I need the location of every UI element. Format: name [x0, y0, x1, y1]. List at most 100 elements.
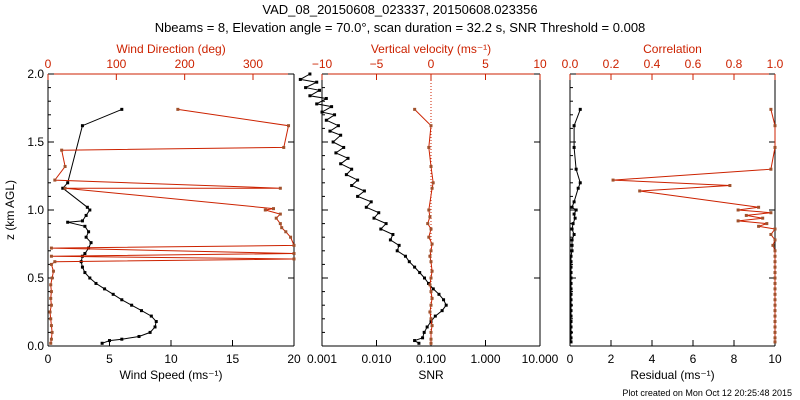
data-point — [53, 178, 57, 182]
data-point — [320, 110, 324, 114]
data-point — [429, 303, 433, 307]
x-tick-label: 0 — [567, 352, 574, 366]
data-point — [425, 325, 429, 329]
y-axis-label: z (km AGL) — [3, 180, 17, 240]
x-tick-label: 0.010 — [361, 352, 391, 366]
data-point — [761, 216, 765, 220]
x-axis-label: Wind Speed (ms⁻¹) — [119, 368, 222, 382]
data-point — [50, 276, 54, 280]
x-axis-label: SNR — [418, 368, 444, 382]
data-point — [430, 269, 434, 273]
data-point — [773, 298, 777, 302]
series-top — [611, 107, 777, 344]
plot-credit: Plot created on Mon Oct 12 20:25:48 2015 — [622, 388, 792, 398]
top-x-axis-label: Correlation — [643, 42, 702, 56]
data-point — [350, 184, 354, 188]
panel-2: 0.001 0.010 0.100 1.000 10.000 SNR −10 −5 0 5 10 Ve… — [298, 42, 559, 382]
data-point — [149, 314, 153, 318]
data-point — [108, 339, 111, 343]
x-tick-label: 8 — [731, 352, 738, 366]
top-x-tick-label: 10 — [533, 57, 547, 71]
data-point — [572, 200, 576, 204]
x-tick-label: 10 — [768, 352, 782, 366]
series-line — [62, 108, 157, 344]
series-line — [414, 109, 434, 344]
data-point — [94, 281, 98, 285]
data-point — [176, 107, 180, 111]
x-tick-label: 5 — [106, 352, 113, 366]
panel-3: 0 2 4 6 8 10 Residual (ms⁻¹) 0.0 0.2 0.4 0.6 0.8 1.0… — [562, 42, 784, 382]
data-point — [569, 260, 573, 264]
data-point — [130, 303, 134, 307]
data-point — [773, 336, 777, 340]
data-point — [429, 227, 433, 231]
data-point — [60, 148, 64, 152]
top-x-tick-label: 0 — [45, 57, 52, 71]
data-point — [48, 310, 52, 314]
data-point — [574, 208, 578, 212]
data-point — [573, 216, 577, 220]
data-point — [569, 336, 573, 340]
data-point — [49, 303, 53, 307]
data-point — [430, 242, 434, 246]
data-point — [430, 296, 434, 300]
data-point — [49, 296, 53, 300]
data-point — [364, 205, 368, 209]
data-point — [63, 164, 67, 168]
x-tick-label: 2 — [608, 352, 615, 366]
data-point — [324, 96, 328, 100]
data-point — [83, 271, 87, 275]
data-point — [278, 186, 282, 190]
data-point — [66, 181, 70, 185]
data-point — [154, 320, 158, 324]
data-point — [773, 227, 777, 231]
data-point — [384, 222, 388, 226]
data-point — [148, 330, 152, 334]
data-point — [391, 232, 395, 236]
data-point — [330, 105, 334, 109]
data-point — [272, 207, 275, 211]
data-point — [430, 324, 434, 328]
data-point — [773, 265, 777, 269]
top-x-tick-label: 100 — [106, 57, 126, 71]
top-x-tick-label: 1.0 — [767, 57, 784, 71]
y-tick-label: 1.5 — [27, 135, 44, 149]
data-point — [429, 164, 433, 168]
data-point — [308, 94, 312, 98]
data-point — [80, 124, 84, 128]
data-point — [429, 341, 433, 345]
top-x-tick-label: 0 — [428, 57, 435, 71]
data-point — [773, 260, 777, 264]
data-point — [388, 238, 392, 242]
data-point — [395, 249, 399, 253]
data-point — [569, 303, 573, 307]
data-point — [765, 222, 769, 226]
data-point — [769, 167, 773, 171]
data-point — [773, 314, 777, 318]
top-x-tick-label: 0.2 — [603, 57, 620, 71]
data-point — [49, 254, 53, 258]
figure-title-line2: Nbeams = 8, Elevation angle = 70.0°, sca… — [155, 20, 646, 35]
data-point — [569, 340, 573, 344]
data-point — [61, 186, 65, 190]
top-x-tick-label: −5 — [370, 57, 384, 71]
data-point — [578, 107, 582, 111]
data-point — [569, 325, 573, 329]
x-tick-label: 10.000 — [522, 352, 559, 366]
x-tick-label: 0.100 — [416, 352, 446, 366]
data-point — [50, 330, 54, 334]
data-point — [346, 156, 350, 160]
data-point — [407, 260, 411, 264]
data-point — [744, 213, 748, 217]
data-point — [53, 260, 57, 264]
data-point — [428, 310, 432, 314]
data-point — [773, 325, 777, 329]
data-point — [263, 208, 267, 212]
data-point — [344, 173, 348, 177]
data-point — [369, 200, 373, 204]
data-point — [153, 325, 157, 329]
y-tick-label: 0.5 — [27, 271, 44, 285]
data-point — [429, 337, 433, 341]
